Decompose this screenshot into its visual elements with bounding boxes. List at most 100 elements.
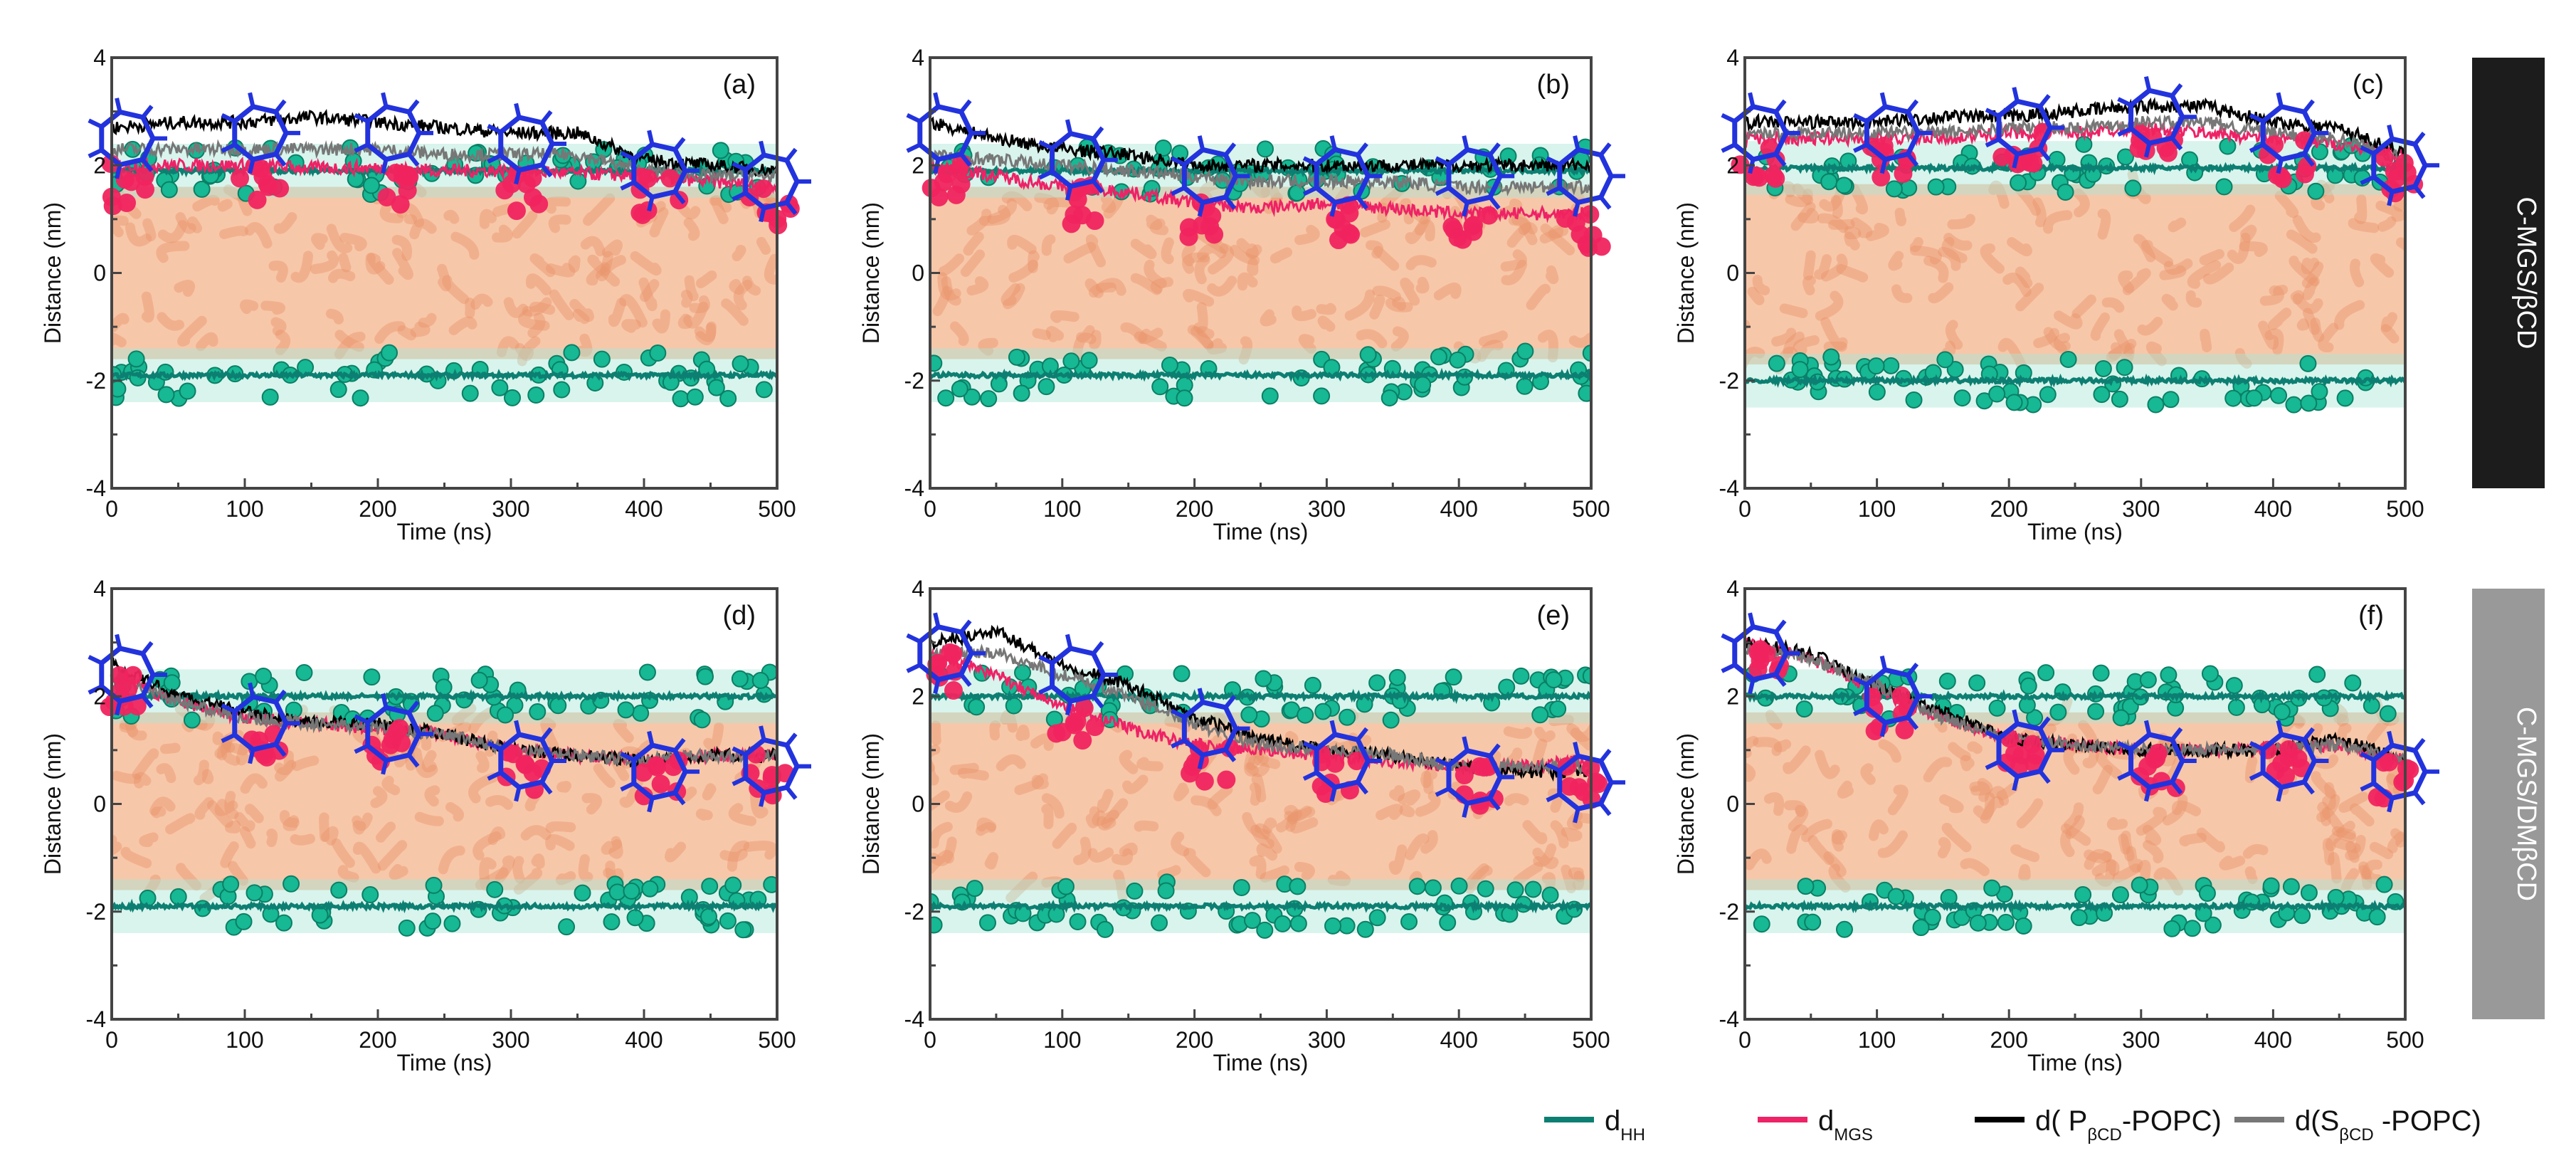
- y-axis-title: Distance (nm): [1673, 202, 1699, 344]
- lipid-tail: [1243, 735, 1269, 765]
- lipid-tail: [1878, 739, 1902, 763]
- x-tick-label: 500: [758, 1027, 796, 1053]
- phosphate-bead: [1988, 385, 2006, 403]
- mgs-atom: [2375, 148, 2394, 167]
- x-tick-label: 400: [2254, 496, 2292, 522]
- phosphate-bead: [1791, 361, 1809, 379]
- cyclodextrin-arm: [274, 742, 287, 757]
- lipid-tail: [2121, 831, 2135, 862]
- lipid-tail: [695, 270, 717, 289]
- lipid-tail: [2328, 852, 2342, 884]
- lipid-tail: [514, 343, 534, 362]
- phosphate-bead: [2020, 677, 2037, 695]
- phosphate-bead: [2116, 148, 2134, 166]
- lipid-tail: [240, 299, 259, 315]
- cyclodextrin-arm: [1092, 179, 1104, 194]
- phosphate-bead: [361, 886, 379, 904]
- lipid-tail: [2065, 815, 2085, 839]
- cyclodextrin-arm: [1599, 196, 1612, 210]
- lipid-tail: [1539, 226, 1569, 244]
- cyclodextrin-arm: [1721, 633, 1736, 643]
- lipid-tail: [176, 863, 202, 891]
- lipid-tail: [487, 826, 506, 846]
- lipid-tail: [1548, 225, 1564, 238]
- lipid-tail: [937, 272, 961, 301]
- phosphate-bead: [1882, 357, 1900, 374]
- lipid-tail: [1815, 749, 1840, 779]
- cyclodextrin-arm: [381, 92, 389, 107]
- y-tick-label: -2: [1719, 899, 1739, 925]
- y-tick-label: 4: [93, 576, 106, 601]
- legend-label-subscript: HH: [1620, 1125, 1645, 1145]
- cyclodextrin-arm: [2012, 709, 2020, 725]
- row-label-text: C-MGS/DMβCD: [2511, 707, 2541, 901]
- cyclodextrin-arm: [115, 164, 122, 179]
- lipid-tail: [175, 212, 196, 234]
- series-line-dhhlower: [1745, 373, 2405, 389]
- cyclodextrin-arm: [1985, 107, 2000, 118]
- lipid-tail: [1423, 768, 1437, 794]
- phosphate-bead: [2300, 884, 2318, 902]
- y-tick-label: 2: [93, 152, 106, 178]
- lipid-tail: [2095, 749, 2123, 779]
- lipid-tail: [1344, 289, 1376, 321]
- phosphate-bead: [1173, 665, 1191, 683]
- cyclodextrin-arm: [1223, 748, 1237, 762]
- lipid-tail: [568, 255, 581, 273]
- lipid-tail: [520, 825, 551, 841]
- lipid-tail: [1763, 792, 1785, 816]
- lipid-tail: [1136, 757, 1163, 772]
- phosphate-bead: [2147, 396, 2165, 414]
- membrane-snapshot: [930, 116, 1591, 408]
- phosphate-bead: [311, 906, 329, 924]
- lipid-tail: [512, 856, 525, 884]
- phosphate-bead: [1154, 139, 1172, 157]
- phosphate-bead: [641, 880, 659, 898]
- lipid-tail: [2349, 258, 2365, 288]
- x-tick-label: 100: [1858, 1027, 1896, 1053]
- lipid-tail: [733, 279, 753, 310]
- lipid-tail: [1250, 824, 1274, 849]
- cyclodextrin-arm: [2387, 191, 2395, 206]
- phosphate-bead: [2311, 383, 2328, 401]
- phosphate-bead: [163, 674, 181, 692]
- cyclodextrin-arm: [732, 776, 747, 787]
- lipid-tail: [1532, 847, 1559, 870]
- cyclodextrin-arm: [1329, 201, 1337, 217]
- lipid-tail: [1063, 241, 1097, 264]
- lipid-tail: [1941, 340, 1956, 358]
- phosphate-bead: [1868, 383, 1886, 401]
- lipid-tails-band: [112, 186, 777, 359]
- lipid-tail: [1988, 180, 2010, 209]
- membrane-snapshot: [1745, 97, 2405, 414]
- lipid-tail: [1398, 789, 1421, 806]
- cyclodextrin-arm: [1197, 754, 1205, 769]
- lipid-tail: [1276, 809, 1303, 833]
- mgs-atom: [660, 169, 680, 188]
- mgs-atom: [646, 756, 665, 775]
- cyclodextrin-arm: [1462, 803, 1469, 818]
- lipid-tail: [2091, 860, 2120, 877]
- phosphate-bead: [1013, 384, 1030, 402]
- lipid-tail: [1860, 763, 1876, 785]
- lipid-tail: [212, 731, 224, 745]
- cyclodextrin-mgs-complex: [1853, 656, 1933, 740]
- lipid-tail: [1561, 864, 1576, 893]
- lipid-tail: [549, 289, 574, 320]
- cyclodextrin-arm: [647, 730, 655, 746]
- lipid-tail: [2370, 253, 2395, 278]
- lipid-tail: [608, 298, 627, 327]
- phosphate-bead: [426, 705, 444, 722]
- lipid-tail: [245, 804, 264, 824]
- lipid-tail: [677, 313, 693, 330]
- mgs-atom: [2148, 743, 2168, 762]
- lipid-tail: [976, 822, 996, 836]
- lipid-tail: [1571, 813, 1591, 829]
- lipid-tail: [290, 251, 313, 283]
- mgs-atom: [1205, 225, 1224, 244]
- lipid-tail: [2361, 859, 2382, 880]
- lipid-tail: [2063, 745, 2080, 775]
- lipid-tail: [2073, 188, 2090, 218]
- cyclodextrin-arm: [906, 633, 922, 643]
